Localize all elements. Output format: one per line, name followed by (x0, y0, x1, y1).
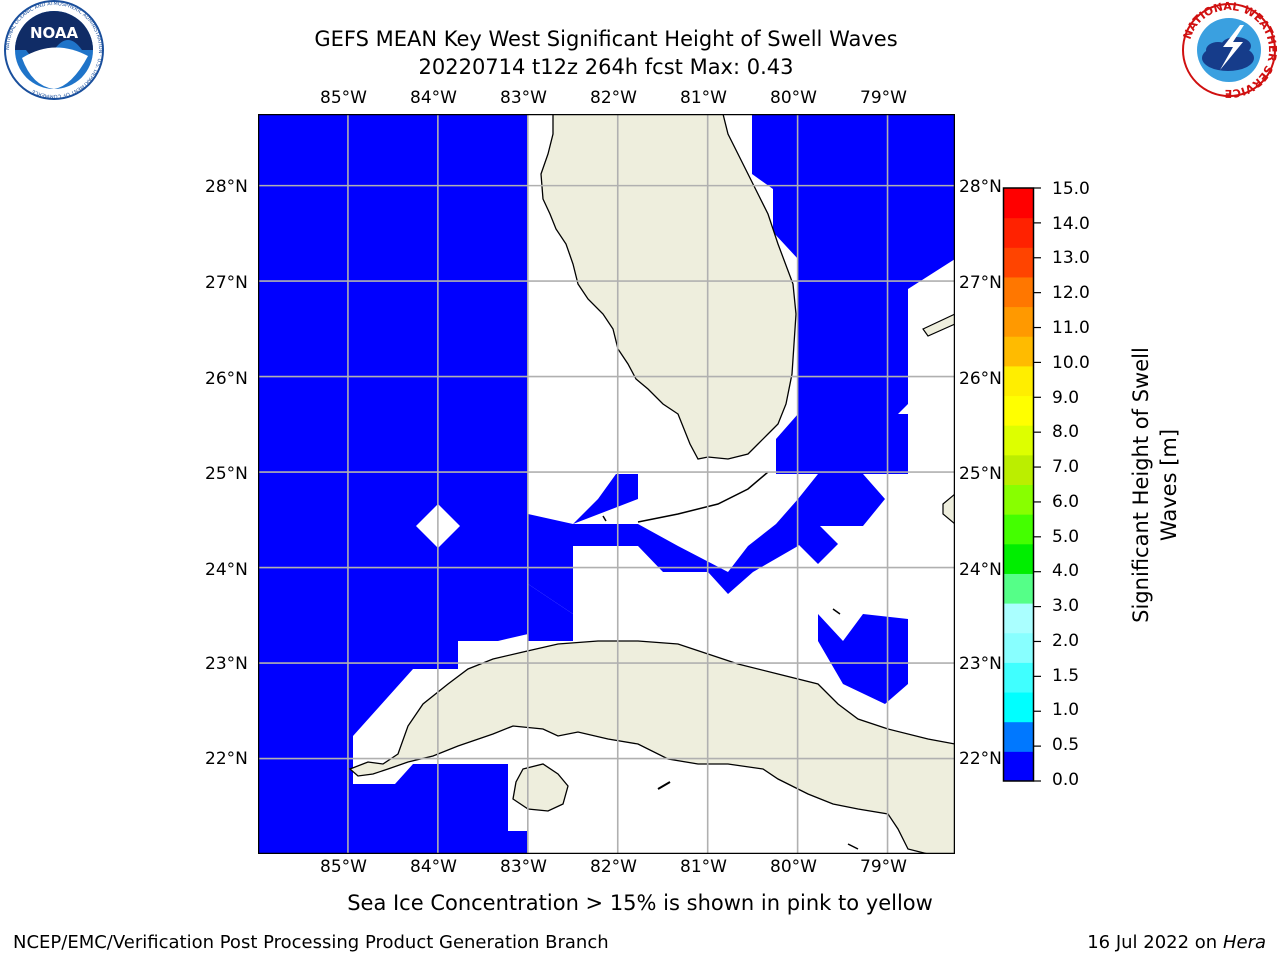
colorbar-tick-label: 8.0 (1052, 422, 1080, 442)
andros-land (942, 493, 955, 525)
florida-keys (637, 471, 769, 523)
lat-label-right: 26°N (959, 369, 1002, 389)
colorbar-segment (1003, 484, 1034, 515)
footer-date: 16 Jul 2022 on Hera (1087, 932, 1266, 953)
colorbar-segment (1003, 751, 1034, 782)
lon-label-top: 79°W (860, 88, 907, 108)
colorbar-label: Significant Height of Swell Waves [m] (1129, 347, 1181, 623)
colorbar-segment (1003, 632, 1034, 663)
swell-height-map (258, 114, 955, 854)
lon-label-top: 85°W (320, 88, 367, 108)
nws-logo-icon: NATIONAL WEATHER SERVICE (1181, 0, 1279, 100)
lat-label-right: 27°N (959, 273, 1002, 293)
colorbar-tick-label: 11.0 (1052, 318, 1090, 338)
lon-label-bottom: 83°W (500, 857, 547, 877)
colorbar-segment (1003, 365, 1034, 397)
lon-label-bottom: 81°W (680, 857, 727, 877)
map-frame (258, 114, 955, 854)
footer-date-text: 16 Jul 2022 on (1087, 932, 1223, 953)
bahamas-land (922, 313, 955, 337)
lat-label-left: 22°N (205, 749, 248, 769)
lon-label-top: 83°W (500, 88, 547, 108)
lon-label-bottom: 80°W (770, 857, 817, 877)
isla-juventud-land (512, 763, 569, 812)
colorbar (1002, 187, 1041, 782)
cuba-land (348, 640, 955, 854)
colorbar-tick-label: 6.0 (1052, 492, 1080, 512)
colorbar-tick-label: 1.5 (1052, 666, 1080, 686)
colorbar-segment (1003, 692, 1034, 723)
colorbar-tick-label: 9.0 (1052, 388, 1080, 408)
lat-label-left: 28°N (205, 177, 248, 197)
colorbar-segment (1003, 217, 1034, 248)
lat-label-right: 24°N (959, 560, 1002, 580)
colorbar-tick-label: 14.0 (1052, 214, 1090, 234)
colorbar-segment (1003, 573, 1034, 604)
colorbar-segment (1003, 276, 1034, 308)
lon-label-bottom: 79°W (860, 857, 907, 877)
colorbar-segment (1003, 721, 1034, 752)
chart-subtitle: 20220714 t12z 264h fcst Max: 0.43 (418, 55, 794, 79)
colorbar-segment (1003, 306, 1034, 337)
chart-title: GEFS MEAN Key West Significant Height of… (314, 27, 898, 51)
colorbar-segment (1003, 603, 1034, 634)
lat-label-left: 25°N (205, 464, 248, 484)
ocean-fill-patches (528, 414, 908, 704)
lon-label-top: 84°W (410, 88, 457, 108)
colorbar-tick-label: 0.0 (1052, 770, 1080, 790)
florida-land (540, 114, 797, 460)
lat-label-right: 25°N (959, 464, 1002, 484)
lat-label-right: 23°N (959, 654, 1002, 674)
colorbar-segment (1003, 188, 1034, 219)
colorbar-segment (1003, 425, 1034, 456)
colorbar-segment (1003, 662, 1034, 693)
footer-host: Hera (1222, 932, 1266, 953)
colorbar-segment (1003, 543, 1034, 574)
colorbar-segment (1003, 395, 1034, 426)
colorbar-tick-label: 10.0 (1052, 353, 1090, 373)
lon-label-bottom: 84°W (410, 857, 457, 877)
colorbar-segment (1003, 336, 1034, 367)
colorbar-tick-label: 13.0 (1052, 248, 1090, 268)
lon-label-bottom: 82°W (590, 857, 637, 877)
colorbar-tick-label: 3.0 (1052, 596, 1080, 616)
lat-label-right: 28°N (959, 177, 1002, 197)
lon-label-top: 82°W (590, 88, 637, 108)
colorbar-segment (1003, 454, 1034, 485)
noaa-logo-icon: NOAA NATIONAL OCEANIC AND ATMOSPHERIC AD… (4, 0, 104, 100)
colorbar-segment (1003, 247, 1034, 278)
colorbar-tick-marks (1033, 187, 1041, 782)
footer-org: NCEP/EMC/Verification Post Processing Pr… (13, 932, 609, 953)
lat-label-left: 26°N (205, 369, 248, 389)
colorbar-tick-label: 0.5 (1052, 735, 1080, 755)
lat-label-right: 22°N (959, 749, 1002, 769)
colorbar-tick-label: 1.0 (1052, 700, 1080, 720)
colorbar-segments (1003, 188, 1034, 782)
colorbar-tick-label: 4.0 (1052, 561, 1080, 581)
colorbar-tick-label: 5.0 (1052, 527, 1080, 547)
lon-label-top: 80°W (770, 88, 817, 108)
colorbar-tick-label: 2.0 (1052, 631, 1080, 651)
colorbar-tick-label: 7.0 (1052, 457, 1080, 477)
colorbar-frame (1002, 187, 1035, 782)
lat-label-left: 27°N (205, 273, 248, 293)
lat-label-left: 23°N (205, 654, 248, 674)
map-gridlines (258, 114, 955, 854)
colorbar-segment (1003, 514, 1034, 545)
colorbar-tick-label: 15.0 (1052, 179, 1090, 199)
noaa-logo-text: NOAA (30, 24, 79, 42)
lon-label-bottom: 85°W (320, 857, 367, 877)
lon-label-top: 81°W (680, 88, 727, 108)
sea-ice-note: Sea Ice Concentration > 15% is shown in … (347, 891, 933, 915)
colorbar-tick-label: 12.0 (1052, 283, 1090, 303)
lat-label-left: 24°N (205, 560, 248, 580)
